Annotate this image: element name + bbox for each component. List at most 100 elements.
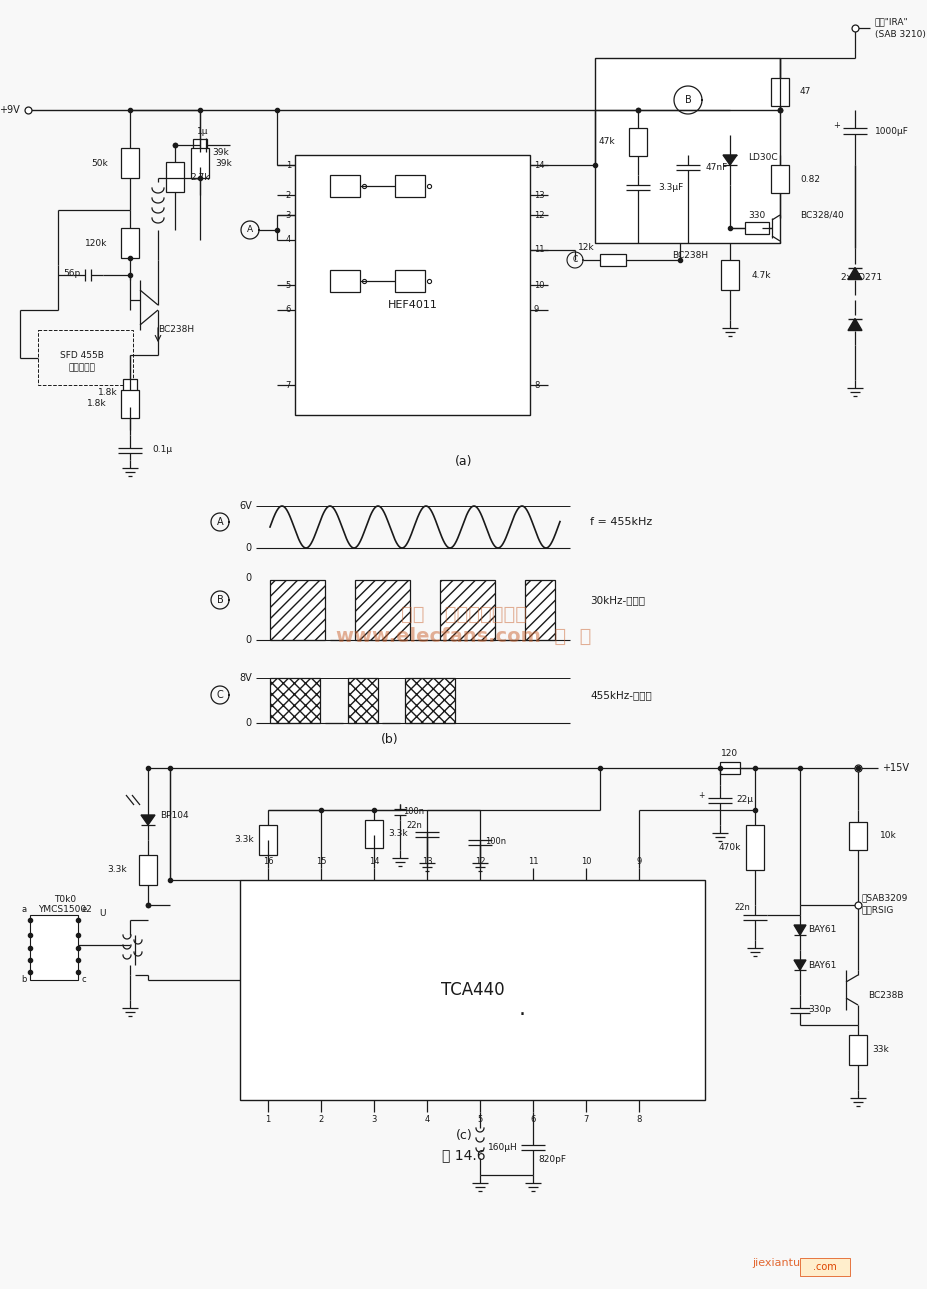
Text: jiexiantu: jiexiantu <box>751 1258 799 1268</box>
Text: BAY61: BAY61 <box>807 926 835 935</box>
Text: 0.82: 0.82 <box>799 174 819 183</box>
Text: BC238H: BC238H <box>671 250 707 259</box>
Bar <box>848 1035 866 1065</box>
Text: +9V: +9V <box>0 104 20 115</box>
Text: 14: 14 <box>368 857 379 866</box>
Text: 100n: 100n <box>403 807 425 816</box>
Text: 33k: 33k <box>871 1045 888 1054</box>
Polygon shape <box>847 268 861 280</box>
Text: 12: 12 <box>475 857 485 866</box>
Text: B: B <box>684 95 691 104</box>
Text: 330: 330 <box>747 210 765 219</box>
Text: 47k: 47k <box>598 138 615 147</box>
Text: 5: 5 <box>286 281 291 290</box>
Text: BP104: BP104 <box>159 811 188 820</box>
Text: 8: 8 <box>533 380 539 389</box>
Bar <box>770 79 788 106</box>
Text: 39k: 39k <box>211 148 228 157</box>
Text: 2×LD271: 2×LD271 <box>839 273 882 282</box>
Text: 39k: 39k <box>215 159 232 168</box>
Text: 3: 3 <box>371 1115 376 1124</box>
Bar <box>330 269 360 293</box>
Text: T0k0: T0k0 <box>54 896 76 905</box>
Text: (c): (c) <box>455 1128 472 1142</box>
Polygon shape <box>847 318 861 330</box>
Bar <box>355 580 410 641</box>
Bar <box>121 228 139 258</box>
Bar <box>270 580 324 641</box>
Text: 330p: 330p <box>807 1005 830 1014</box>
Bar <box>240 880 705 1100</box>
Text: 1μ: 1μ <box>197 128 209 137</box>
Text: 3.3k: 3.3k <box>108 865 127 874</box>
Polygon shape <box>141 815 155 825</box>
Text: (a): (a) <box>455 455 472 468</box>
Bar <box>270 678 320 723</box>
Text: 10: 10 <box>533 281 544 290</box>
Bar <box>395 269 425 293</box>
Text: +15V: +15V <box>881 763 908 773</box>
Text: c: c <box>82 976 86 985</box>
Text: 30kHz-载波器: 30kHz-载波器 <box>590 596 644 605</box>
Text: C: C <box>572 255 577 264</box>
Text: LD30C: LD30C <box>747 153 777 162</box>
Text: ·: · <box>518 1005 526 1025</box>
Bar <box>629 128 646 156</box>
Text: 120k: 120k <box>84 238 107 247</box>
Text: 6: 6 <box>529 1115 535 1124</box>
Bar <box>330 175 360 197</box>
Bar <box>193 138 207 166</box>
Text: 8V: 8V <box>239 673 252 683</box>
Text: 0: 0 <box>246 574 252 583</box>
Text: 4: 4 <box>286 236 291 245</box>
Text: 8: 8 <box>636 1115 641 1124</box>
Bar <box>123 379 137 406</box>
Polygon shape <box>794 960 806 971</box>
Text: 50k: 50k <box>91 159 108 168</box>
Bar <box>295 155 529 415</box>
Text: 3: 3 <box>286 210 291 219</box>
Text: 杭州   锦庭电子市场网
www.elecfans.com  网  址: 杭州 锦庭电子市场网 www.elecfans.com 网 址 <box>336 605 591 646</box>
Text: 820pF: 820pF <box>538 1155 565 1164</box>
Text: 1.8k: 1.8k <box>87 400 107 409</box>
Text: 12: 12 <box>533 210 544 219</box>
Text: BC328/40: BC328/40 <box>799 210 843 219</box>
Text: 0: 0 <box>246 635 252 644</box>
Text: 3.3k: 3.3k <box>235 835 254 844</box>
Bar <box>121 148 139 178</box>
Polygon shape <box>794 926 806 935</box>
Text: 1: 1 <box>265 1115 271 1124</box>
Text: 输入RSIG: 输入RSIG <box>861 905 894 914</box>
Text: 2: 2 <box>318 1115 324 1124</box>
Text: 1000μF: 1000μF <box>874 126 908 135</box>
Text: B: B <box>216 596 223 605</box>
Text: 1: 1 <box>286 161 291 169</box>
Text: .com: .com <box>812 1262 836 1272</box>
Bar <box>600 254 626 266</box>
Text: 12k: 12k <box>578 244 593 253</box>
Bar <box>139 855 157 886</box>
Text: BAY61: BAY61 <box>807 960 835 969</box>
Text: U: U <box>99 909 106 918</box>
Text: 47: 47 <box>799 88 810 97</box>
Text: +: + <box>698 791 705 800</box>
Text: 9: 9 <box>533 305 539 315</box>
Text: 15: 15 <box>315 857 326 866</box>
Text: 2: 2 <box>286 191 291 200</box>
Text: 3.3μF: 3.3μF <box>657 183 682 192</box>
Text: 6V: 6V <box>239 501 252 510</box>
Text: 图 14.6: 图 14.6 <box>441 1148 486 1161</box>
Bar <box>166 162 184 192</box>
Text: A: A <box>247 226 253 235</box>
Bar <box>404 678 454 723</box>
Text: 56p: 56p <box>63 268 81 277</box>
Text: 4.7k: 4.7k <box>751 271 770 280</box>
Text: 22n: 22n <box>733 904 749 913</box>
Text: 1.8k: 1.8k <box>98 388 118 397</box>
Text: 47nF: 47nF <box>705 162 728 171</box>
Bar <box>744 222 768 235</box>
Text: b: b <box>21 976 27 985</box>
Text: 4: 4 <box>424 1115 429 1124</box>
Text: (SAB 3210): (SAB 3210) <box>874 31 925 40</box>
Bar <box>594 58 780 244</box>
